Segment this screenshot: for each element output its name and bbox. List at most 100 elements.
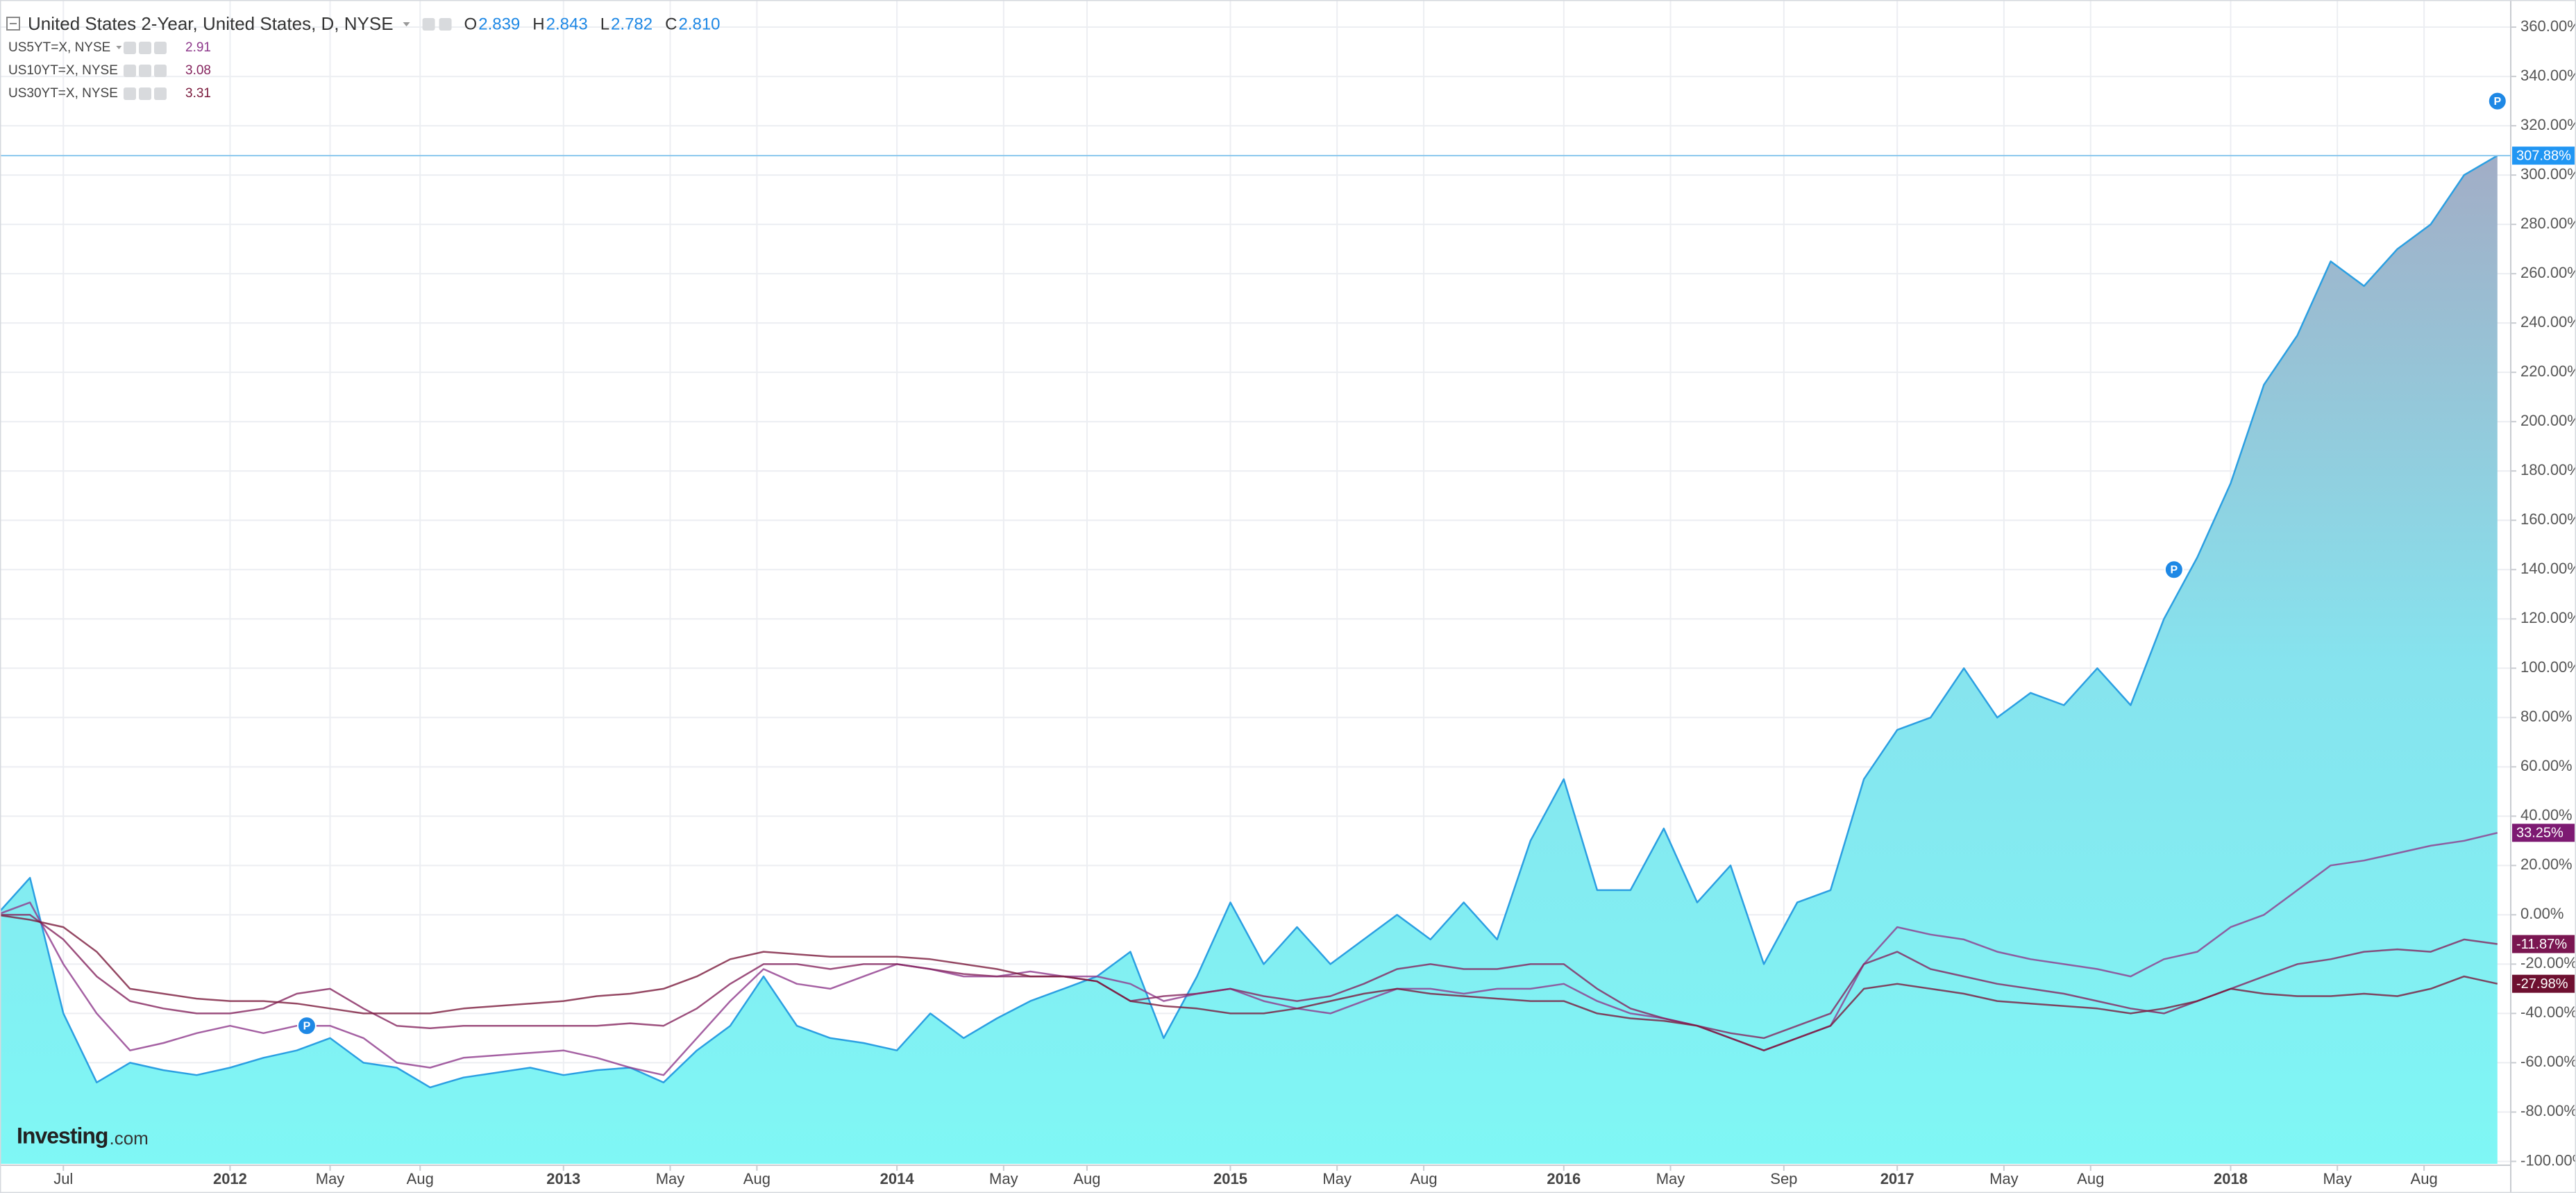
y-tick-label: 240.00%: [2520, 313, 2576, 331]
plot-area: [0, 155, 2498, 1164]
event-marker: [2487, 91, 2507, 111]
price-label: 307.88%: [2516, 148, 2571, 163]
ohlc-key: C: [665, 15, 677, 33]
legend-button: [139, 65, 151, 77]
event-marker-label: P: [2493, 96, 2501, 108]
y-tick-label: 260.00%: [2520, 264, 2576, 281]
y-tick-label: 200.00%: [2520, 412, 2576, 429]
y-tick-label: 0.00%: [2520, 905, 2564, 922]
x-tick-label: Aug: [2411, 1170, 2438, 1187]
x-tick-label: Aug: [2077, 1170, 2104, 1187]
x-tick-label: May: [316, 1170, 345, 1187]
line: [0, 914, 2498, 1051]
ohlc-value: 2.782: [611, 15, 653, 33]
y-tick-label: 20.00%: [2520, 856, 2573, 873]
legend-button: [124, 87, 136, 100]
y-tick-label: 120.00%: [2520, 609, 2576, 626]
y-tick-label: -20.00%: [2520, 954, 2576, 971]
event-marker-label: P: [2171, 564, 2178, 576]
x-tick-label: Aug: [743, 1170, 771, 1187]
x-tick-label: 2014: [880, 1170, 915, 1187]
y-tick-label: -60.00%: [2520, 1053, 2576, 1070]
line: [0, 832, 2498, 1076]
legend-button: [154, 42, 167, 54]
axes: -100.00% -80.00% -60.00% -40.00% -20.00% 0.00…: [53, 17, 2576, 1187]
x-tick-label: Aug: [407, 1170, 434, 1187]
y-tick-label: 100.00%: [2520, 658, 2576, 676]
legend-quote: 2.91: [185, 40, 211, 55]
legend-button: [154, 87, 167, 100]
y-tick-label: 320.00%: [2520, 116, 2576, 133]
ohlc-key: L: [600, 15, 609, 33]
price-label: 33.25%: [2516, 826, 2564, 841]
y-tick-label: 80.00%: [2520, 708, 2573, 725]
watermark: Investing: [17, 1123, 108, 1148]
dropdown-arrow: [116, 46, 122, 49]
x-tick-label: 2015: [1213, 1170, 1247, 1187]
y-tick-label: 280.00%: [2520, 215, 2576, 232]
ohlc-key: O: [464, 15, 478, 33]
y-tick-label: -100.00%: [2520, 1151, 2576, 1169]
ohlc-value: 2.839: [478, 15, 520, 33]
y-tick-label: 60.00%: [2520, 757, 2573, 774]
x-tick-label: Jul: [53, 1170, 73, 1187]
x-tick-label: May: [989, 1170, 1018, 1187]
price-label-box: [2512, 935, 2575, 953]
header-button: [422, 18, 435, 31]
x-tick-label: May: [2323, 1170, 2352, 1187]
y-tick-label: -40.00%: [2520, 1003, 2576, 1021]
y-tick-label: 40.00%: [2520, 806, 2573, 824]
x-tick-label: 2018: [2214, 1170, 2248, 1187]
price-label-box: [2512, 824, 2575, 842]
legend-button: [139, 42, 151, 54]
x-tick-label: May: [1656, 1170, 1685, 1187]
ohlc-value: 2.810: [678, 15, 720, 33]
x-tick-label: 2016: [1547, 1170, 1581, 1187]
event-marker: [2164, 560, 2184, 580]
x-tick-label: May: [1322, 1170, 1352, 1187]
x-tick-label: Aug: [1410, 1170, 1437, 1187]
y-tick-label: -80.00%: [2520, 1102, 2576, 1119]
dropdown-arrow: [403, 22, 410, 26]
header-button: [439, 18, 452, 31]
legend-button: [154, 65, 167, 77]
x-tick-label: May: [1989, 1170, 2019, 1187]
legend-quote: 3.31: [185, 86, 211, 101]
y-tick-label: 140.00%: [2520, 560, 2576, 577]
legend-button: [124, 42, 136, 54]
chart-title: United States 2-Year, United States, D, …: [28, 13, 394, 34]
legend-name: US30YT=X, NYSE: [8, 86, 118, 101]
y-tick-label: 180.00%: [2520, 461, 2576, 478]
y-tick-label: 340.00%: [2520, 67, 2576, 84]
y-tick-label: 160.00%: [2520, 510, 2576, 528]
legend-button: [139, 87, 151, 100]
price-label: -27.98%: [2516, 976, 2568, 992]
x-tick-label: 2012: [213, 1170, 247, 1187]
overlay: 307.88% 33.25% -11.87% -27.98% P P P United Sta…: [0, 13, 2575, 1149]
y-tick-label: 220.00%: [2520, 362, 2576, 380]
event-marker: [296, 1016, 317, 1036]
legend-name: US5YT=X, NYSE: [8, 40, 110, 55]
y-tick-label: 300.00%: [2520, 165, 2576, 183]
x-tick-label: Sep: [1770, 1170, 1797, 1187]
ohlc-key: H: [532, 15, 544, 33]
price-label-box: [2512, 974, 2575, 993]
x-tick-label: Aug: [1073, 1170, 1100, 1187]
area: [0, 156, 2498, 1164]
legend-button: [124, 65, 136, 77]
x-tick-label: 2013: [546, 1170, 580, 1187]
price-label: -11.87%: [2516, 937, 2567, 952]
x-tick-label: 2017: [1880, 1170, 1914, 1187]
ohlc-value: 2.843: [546, 15, 588, 33]
line: [0, 155, 2498, 1089]
watermark: .com: [109, 1128, 148, 1149]
legend-quote: 3.08: [185, 63, 211, 78]
x-tick-label: May: [656, 1170, 685, 1187]
y-tick-label: 360.00%: [2520, 17, 2576, 35]
price-label-box: [2512, 147, 2575, 165]
event-marker-label: P: [303, 1020, 311, 1032]
legend-name: US10YT=X, NYSE: [8, 63, 118, 78]
line: [0, 914, 2498, 1040]
